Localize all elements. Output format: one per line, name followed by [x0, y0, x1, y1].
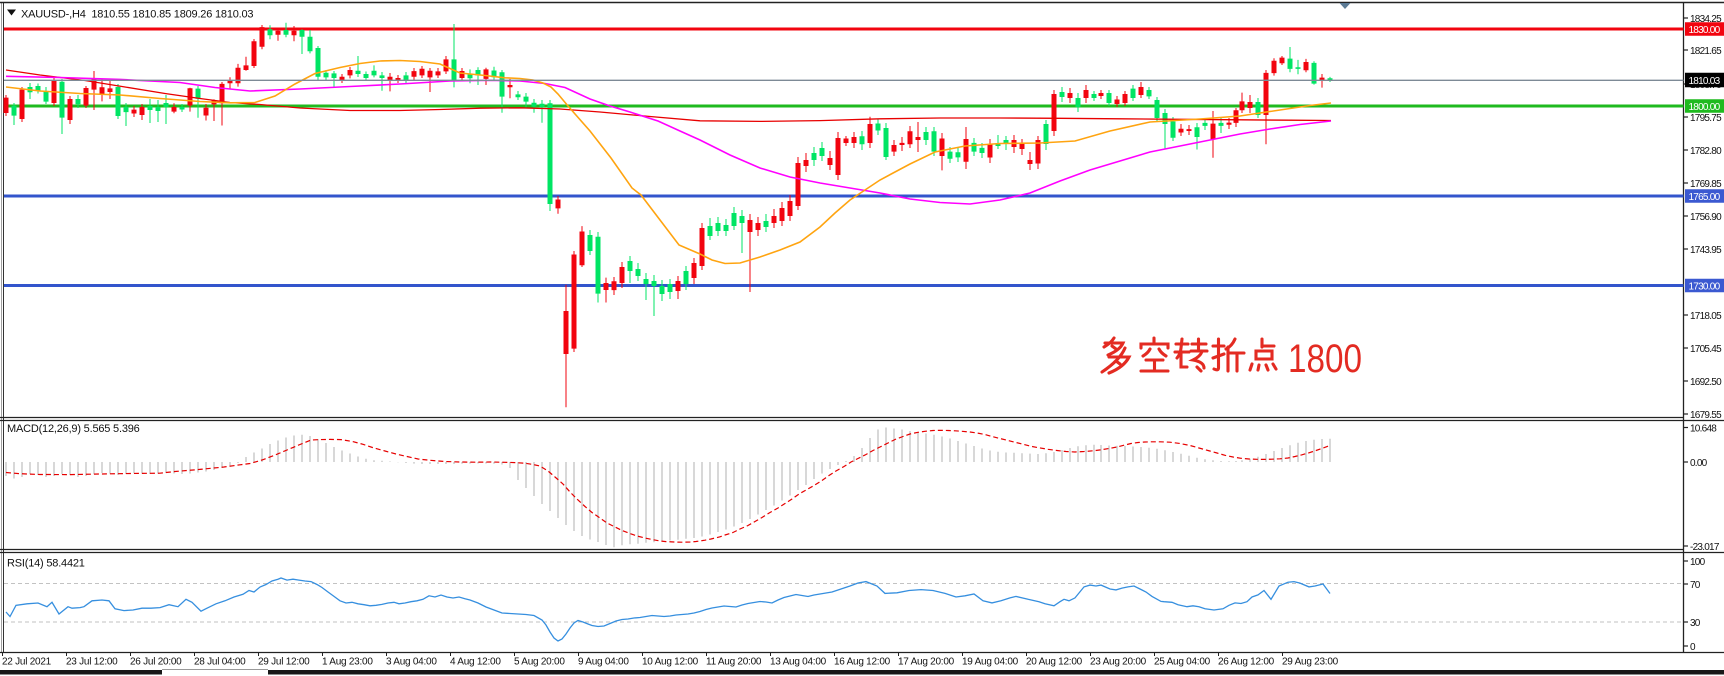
svg-text:30: 30 — [1690, 618, 1701, 629]
svg-text:17 Aug 20:00: 17 Aug 20:00 — [898, 657, 955, 668]
svg-text:26 Jul 20:00: 26 Jul 20:00 — [130, 657, 182, 668]
svg-text:19 Aug 04:00: 19 Aug 04:00 — [962, 657, 1019, 668]
svg-text:XAUUSD-,H4 1810.55 1810.85 18: XAUUSD-,H4 1810.55 1810.85 1809.26 1810.… — [21, 9, 253, 21]
svg-text:9 Aug 04:00: 9 Aug 04:00 — [578, 657, 629, 668]
svg-text:1756.90: 1756.90 — [1690, 212, 1722, 223]
svg-text:1800: 1800 — [1288, 337, 1362, 381]
svg-text:22 Jul 2021: 22 Jul 2021 — [2, 657, 52, 668]
svg-text:16 Aug 12:00: 16 Aug 12:00 — [834, 657, 891, 668]
svg-text:11 Aug 20:00: 11 Aug 20:00 — [706, 657, 762, 668]
svg-text:10 Aug 12:00: 10 Aug 12:00 — [642, 657, 699, 668]
svg-text:1765.00: 1765.00 — [1689, 192, 1721, 203]
svg-text:1800.00: 1800.00 — [1689, 102, 1721, 113]
svg-text:26 Aug 12:00: 26 Aug 12:00 — [1218, 657, 1275, 668]
svg-text:0: 0 — [1690, 642, 1696, 653]
svg-text:25 Aug 04:00: 25 Aug 04:00 — [1154, 657, 1211, 668]
svg-text:13 Aug 04:00: 13 Aug 04:00 — [770, 657, 827, 668]
svg-text:1821.65: 1821.65 — [1690, 46, 1722, 57]
svg-text:0.00: 0.00 — [1690, 458, 1708, 469]
svg-text:23 Jul 12:00: 23 Jul 12:00 — [66, 657, 118, 668]
svg-text:1705.45: 1705.45 — [1690, 344, 1722, 355]
svg-text:70: 70 — [1690, 580, 1701, 591]
svg-text:5 Aug 20:00: 5 Aug 20:00 — [514, 657, 565, 668]
svg-text:1834.25: 1834.25 — [1690, 14, 1722, 25]
svg-text:1679.55: 1679.55 — [1690, 410, 1722, 421]
svg-text:29 Aug 23:00: 29 Aug 23:00 — [1282, 657, 1339, 668]
svg-text:28 Jul 04:00: 28 Jul 04:00 — [194, 657, 246, 668]
svg-text:MACD(12,26,9) 5.565 5.396: MACD(12,26,9) 5.565 5.396 — [7, 423, 140, 435]
svg-text:1769.85: 1769.85 — [1690, 179, 1722, 190]
svg-text:1692.50: 1692.50 — [1690, 377, 1722, 388]
svg-text:100: 100 — [1690, 557, 1706, 568]
svg-text:RSI(14) 58.4421: RSI(14) 58.4421 — [7, 558, 85, 570]
svg-text:20 Aug 12:00: 20 Aug 12:00 — [1026, 657, 1083, 668]
svg-text:10.648: 10.648 — [1690, 423, 1717, 434]
svg-text:1810.03: 1810.03 — [1689, 76, 1721, 87]
svg-text:1782.80: 1782.80 — [1690, 146, 1722, 157]
svg-text:3 Aug 04:00: 3 Aug 04:00 — [386, 657, 437, 668]
svg-text:23 Aug 20:00: 23 Aug 20:00 — [1090, 657, 1147, 668]
svg-text:1 Aug 23:00: 1 Aug 23:00 — [322, 657, 373, 668]
svg-text:1730.00: 1730.00 — [1689, 281, 1721, 292]
svg-text:1743.95: 1743.95 — [1690, 245, 1722, 256]
svg-text:-23.017: -23.017 — [1690, 542, 1720, 553]
svg-text:1830.00: 1830.00 — [1689, 25, 1721, 36]
svg-text:1795.75: 1795.75 — [1690, 113, 1722, 124]
svg-text:1718.05: 1718.05 — [1690, 311, 1722, 322]
svg-text:4 Aug 12:00: 4 Aug 12:00 — [450, 657, 501, 668]
svg-text:29 Jul 12:00: 29 Jul 12:00 — [258, 657, 310, 668]
